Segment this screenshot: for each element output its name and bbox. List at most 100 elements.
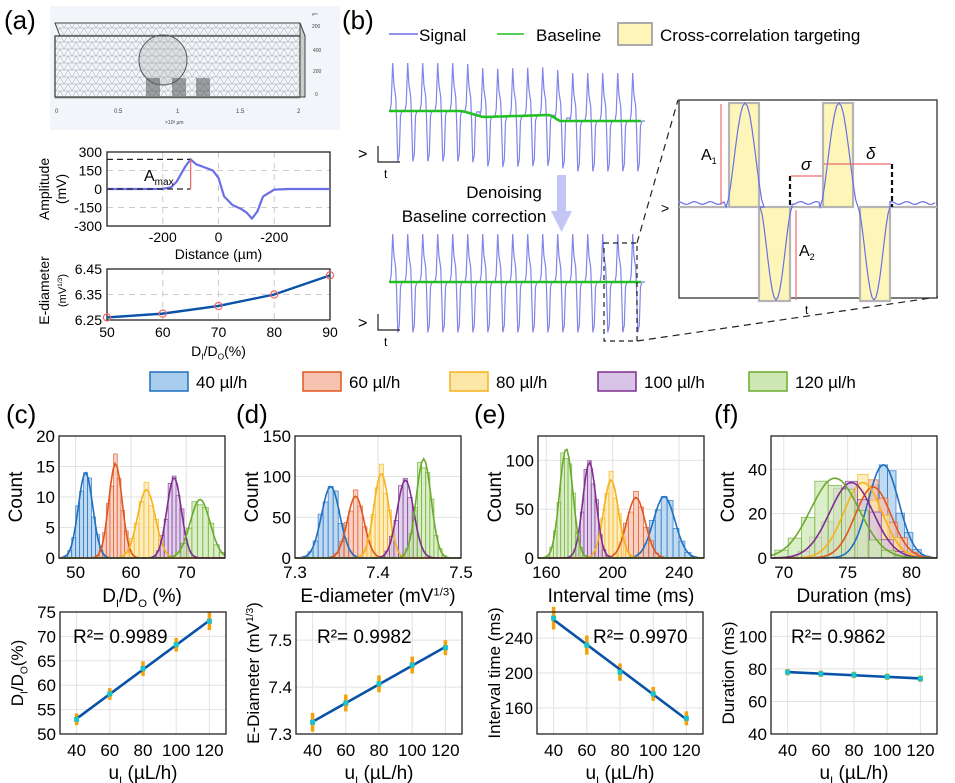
mesh-top-face: [54, 22, 306, 37]
hist-bar-80: [148, 505, 155, 559]
y-axis-label: Duration (ms): [719, 622, 738, 725]
zoom-connector-top: [636, 99, 679, 244]
mesh-xtick-3: 1.5: [236, 109, 245, 115]
label-part: Interval time (ms): [485, 607, 504, 738]
label-part: D: [8, 694, 27, 706]
y-axis-label: E-diameter: [36, 256, 52, 325]
targeting-window-pos-1: [727, 101, 761, 209]
hist-bar-100: [590, 483, 596, 559]
y-tick-label: 5: [46, 519, 55, 538]
y-tick-label: 7.4: [268, 678, 292, 697]
hist-bar-40: [79, 490, 84, 559]
label-part: I: [116, 598, 119, 610]
y-tick-label: 6.25: [75, 312, 102, 328]
data-point: [173, 642, 179, 648]
plot-frame: [536, 611, 704, 735]
y-tick-label: 300: [79, 144, 103, 160]
plot-frame: [294, 435, 462, 559]
x-tick-label: 200: [599, 563, 627, 582]
y-tick-label: 60: [748, 692, 767, 711]
label-part: (µL/h): [599, 763, 654, 783]
hist-bar-100: [587, 460, 592, 559]
legend-b: Signal Baseline Cross-correlation target…: [389, 22, 860, 46]
hist-bar-40: [660, 496, 668, 559]
legend-swatch-80: [449, 371, 489, 392]
x-axis-label: uI (µL/h): [108, 763, 177, 783]
legend-label-40: 40 µl/h: [196, 373, 247, 392]
amax-subscript: max: [155, 177, 174, 188]
hist-bar-60: [109, 485, 115, 559]
label-part: I: [19, 691, 30, 694]
data-point: [376, 681, 382, 687]
label-part: D: [207, 343, 217, 359]
x-tick-label: 160: [532, 563, 560, 582]
data-point: [884, 674, 890, 680]
x-tick-label: 100: [639, 741, 667, 760]
x-tick-label: 50: [99, 324, 115, 340]
r-squared-label: R²= 0.9862: [791, 627, 886, 648]
y-tick-label: 55: [37, 701, 56, 720]
x-tick-label: 120: [431, 741, 459, 760]
x-tick-label: 120: [672, 741, 700, 760]
hist-bar-120: [563, 458, 569, 559]
scale-t-label: t: [384, 335, 388, 349]
hist-bar-120: [196, 504, 204, 559]
x-tick-label: 60: [155, 324, 171, 340]
x-tick-label: 40: [544, 741, 563, 760]
x-tick-label: 70: [774, 563, 793, 582]
label-part: /: [204, 343, 208, 359]
x-axis-label: uI (µL/h): [585, 763, 654, 783]
label-part: Duration (ms): [796, 586, 911, 607]
mesh-unit: µm: [312, 11, 318, 16]
label-part: D: [102, 586, 116, 607]
x-tick-label: 60: [336, 741, 355, 760]
label-part: (: [57, 303, 69, 307]
data-point: [310, 719, 316, 725]
fit-line: [106, 274, 331, 319]
hist-bar-40: [654, 509, 662, 559]
y-tick-label: 150: [79, 163, 103, 179]
data-point: [683, 715, 689, 721]
x-tick-label: 7.5: [449, 563, 473, 582]
label-part: (µL/h): [122, 763, 177, 783]
scale-v-label: >: [358, 146, 367, 163]
data-point: [650, 691, 656, 697]
y-axis-label: Count: [718, 471, 739, 522]
y-tick-label: 20: [748, 505, 767, 524]
mesh-ztick-3: 0: [315, 92, 318, 98]
duration-vs-flow-chart: 100 80 60 40 40 60 80 100 120 uI (µL/h) Duration (…: [719, 611, 938, 783]
x-tick-label: 100: [162, 741, 190, 760]
y-tick-label: 10: [36, 488, 55, 507]
label-part: (µL/h): [833, 763, 888, 783]
x-axis-label: uI (µL/h): [344, 763, 413, 783]
y-tick-label: 50: [515, 500, 534, 519]
legend-swatch-60: [302, 371, 342, 392]
mesh-xtick-4: 2: [297, 109, 301, 115]
fit-curve-120: [770, 477, 937, 559]
label-part: (%): [224, 343, 246, 359]
panel-label-e: (e): [474, 399, 506, 429]
label-part: Duration (ms): [719, 622, 738, 725]
mesh-3d-model: 0 0.5 1 1.5 2 ×10³ µm 200 400 200 0 µm: [50, 6, 340, 130]
y-tick-label: 100: [739, 627, 767, 646]
delta-label: δ: [866, 144, 876, 163]
label-part: E-Diameter (: [244, 647, 263, 744]
x-tick-label: 80: [845, 741, 864, 760]
y-tick-label: 160: [505, 699, 533, 718]
r-squared-label: R²= 0.9982: [317, 627, 412, 648]
y-tick-label: 0: [525, 549, 534, 568]
data-point: [140, 666, 146, 672]
x-tick-label: 60: [811, 741, 830, 760]
interval-vs-flow-chart: 240 200 160 40 60 80 100 120 uI (µL/h) Interval t…: [485, 606, 704, 783]
data-point: [551, 615, 557, 621]
legend-signal-label: Signal: [419, 26, 466, 45]
plot-frame: [770, 435, 938, 559]
label-part: 1/3: [433, 586, 449, 598]
y-axis-label: Count: [242, 471, 263, 522]
data-point: [442, 645, 448, 651]
label-part: I: [201, 352, 203, 362]
legend-label-120: 120 µl/h: [795, 373, 856, 392]
hist-bar-60: [113, 453, 118, 559]
